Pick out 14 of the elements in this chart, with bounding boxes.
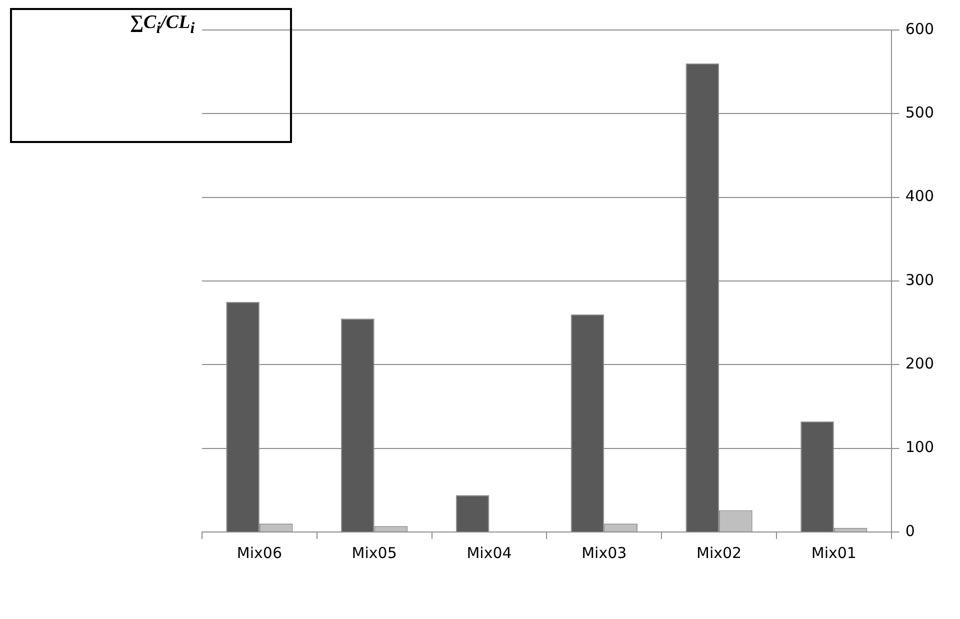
y-tick-label: 400: [905, 187, 934, 206]
y-tick-label: 0: [905, 522, 915, 540]
y-tick-label: 100: [905, 438, 934, 456]
x-tick-label: Mix04: [466, 544, 512, 562]
x-tick-label: Mix06: [236, 544, 282, 562]
y-tick-label: 500: [905, 104, 934, 122]
y-tick-label: 300: [905, 270, 934, 289]
chart-title: ∑C$_{i}$/CL$_{i}$: [130, 12, 195, 38]
y-tick-label: 600: [905, 20, 934, 38]
y-tick-label: 200: [905, 354, 934, 373]
x-tick-label: Mix01: [811, 544, 856, 562]
x-tick-label: Mix05: [352, 544, 397, 562]
x-tick-label: Mix03: [582, 544, 627, 562]
x-tick-label: Mix02: [696, 544, 742, 562]
